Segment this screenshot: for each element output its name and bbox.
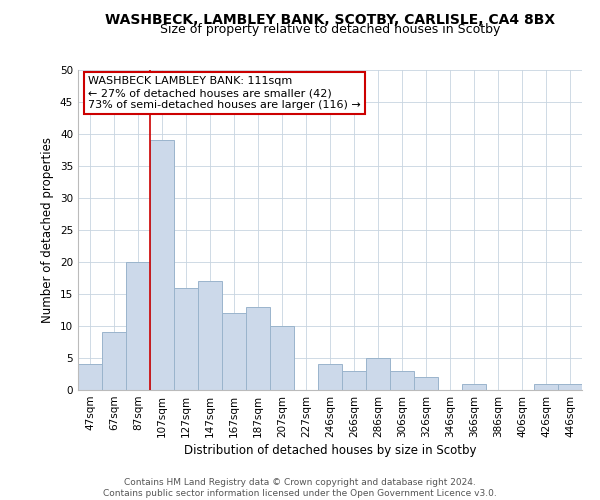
Text: Size of property relative to detached houses in Scotby: Size of property relative to detached ho…	[160, 22, 500, 36]
Bar	[462, 384, 486, 390]
Bar	[318, 364, 342, 390]
Bar	[534, 384, 558, 390]
Bar	[342, 371, 366, 390]
Bar	[102, 332, 126, 390]
Bar	[126, 262, 150, 390]
Bar	[270, 326, 294, 390]
Text: WASHBECK LAMBLEY BANK: 111sqm
← 27% of detached houses are smaller (42)
73% of s: WASHBECK LAMBLEY BANK: 111sqm ← 27% of d…	[88, 76, 361, 110]
Y-axis label: Number of detached properties: Number of detached properties	[41, 137, 55, 323]
Text: Contains HM Land Registry data © Crown copyright and database right 2024.
Contai: Contains HM Land Registry data © Crown c…	[103, 478, 497, 498]
Bar	[222, 313, 246, 390]
Bar	[150, 140, 174, 390]
Text: WASHBECK, LAMBLEY BANK, SCOTBY, CARLISLE, CA4 8BX: WASHBECK, LAMBLEY BANK, SCOTBY, CARLISLE…	[105, 12, 555, 26]
X-axis label: Distribution of detached houses by size in Scotby: Distribution of detached houses by size …	[184, 444, 476, 457]
Bar	[390, 371, 414, 390]
Bar	[174, 288, 198, 390]
Bar	[366, 358, 390, 390]
Bar	[198, 281, 222, 390]
Bar	[78, 364, 102, 390]
Bar	[246, 307, 270, 390]
Bar	[414, 377, 438, 390]
Bar	[558, 384, 582, 390]
